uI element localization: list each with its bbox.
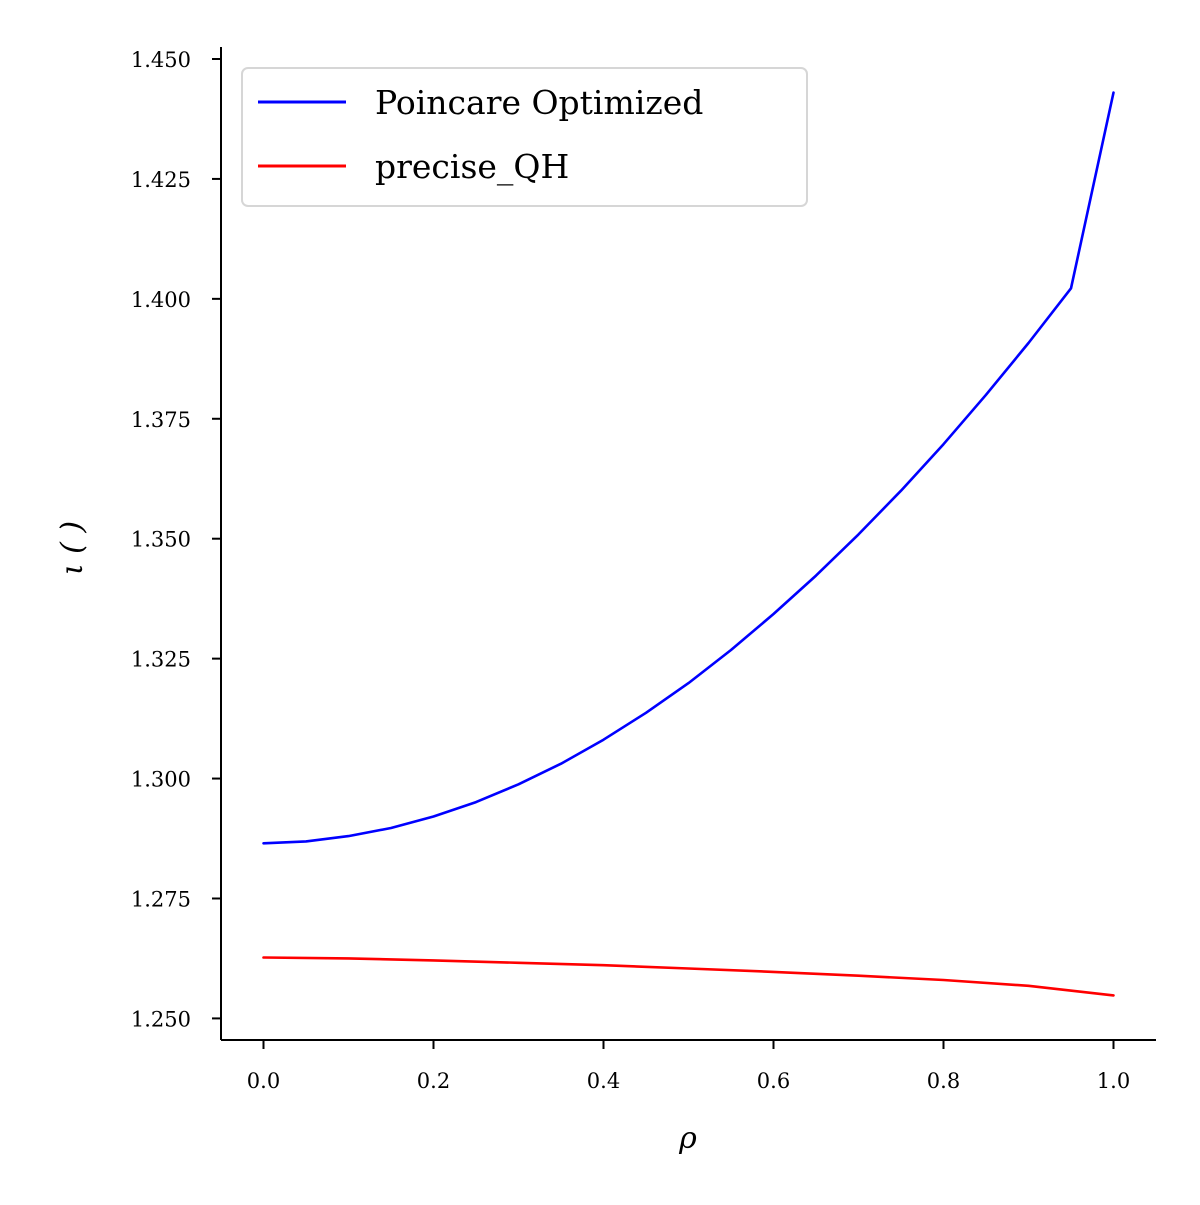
y-tick-label: 1.300 (131, 768, 191, 792)
legend-label-precise-qh: precise_QH (375, 147, 569, 187)
y-tick-label: 1.400 (131, 288, 191, 312)
x-ticks: 0.0 0.2 0.4 0.6 0.8 1.0 (247, 1040, 1130, 1093)
x-axis-label: ρ (678, 1121, 697, 1156)
x-tick-label: 0.4 (587, 1069, 620, 1093)
y-tick-label: 1.275 (131, 887, 191, 911)
series-line-precise-qh (262, 956, 1115, 997)
x-tick-label: 0.0 (247, 1069, 280, 1093)
y-tick-label: 1.250 (131, 1007, 191, 1031)
x-tick-label: 0.6 (757, 1069, 790, 1093)
x-tick-label: 0.2 (417, 1069, 450, 1093)
legend-label-poincare: Poincare Optimized (375, 83, 703, 122)
y-ticks: 1.250 1.275 1.300 1.325 1.350 1.375 1.400 1.425… (131, 48, 221, 1031)
y-tick-label: 1.325 (131, 648, 191, 672)
series-line-poincare (262, 91, 1115, 845)
y-tick-label: 1.375 (131, 408, 191, 432)
y-tick-label: 1.425 (131, 168, 191, 192)
plot-series (262, 91, 1115, 997)
x-tick-label: 1.0 (1097, 1069, 1130, 1093)
y-tick-label: 1.350 (131, 528, 191, 552)
y-tick-label: 1.450 (131, 48, 191, 72)
y-axis-label: ι ( ) (55, 521, 90, 575)
legend: Poincare Optimized precise_QH (241, 67, 808, 207)
axes: 0.0 0.2 0.4 0.6 0.8 1.0 1.2501.2751.3001.3251… (131, 47, 1156, 1093)
legend-box (241, 67, 808, 207)
x-tick-label: 0.8 (927, 1069, 960, 1093)
